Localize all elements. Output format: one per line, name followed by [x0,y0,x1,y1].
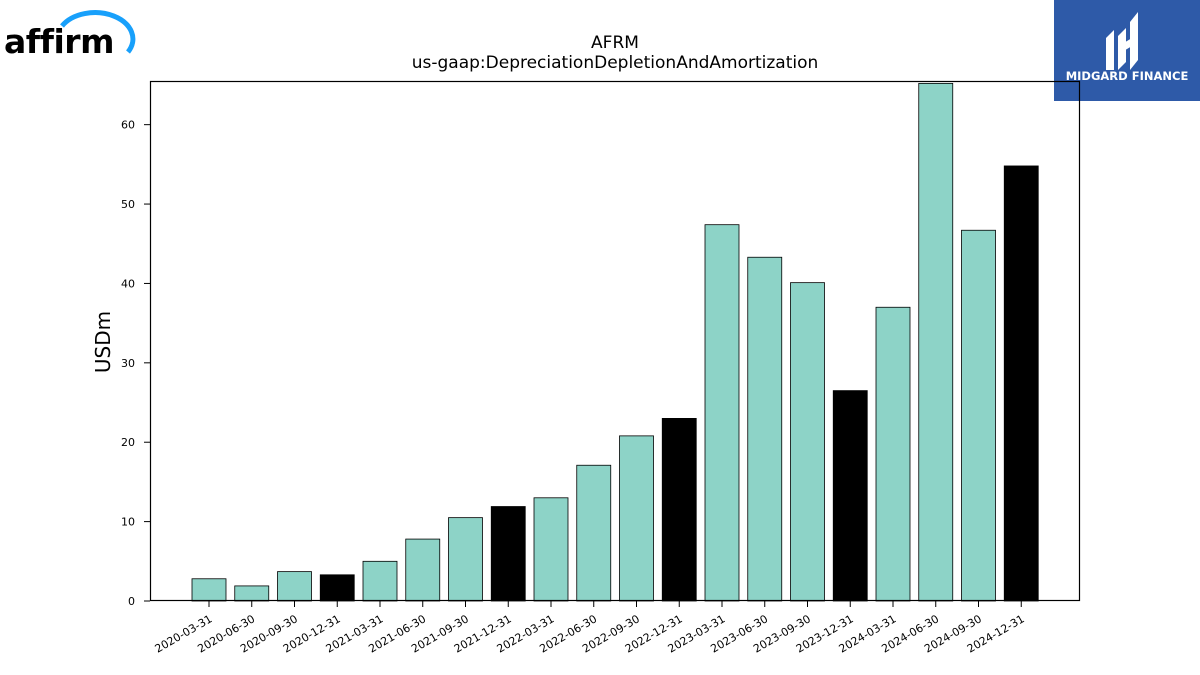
affirm-logo-arc [60,10,136,54]
bar-2024-12-31 [1003,165,1039,602]
chart-subtitle: us-gaap:DepreciationDepletionAndAmortiza… [412,53,819,73]
bar-2020-09-30 [277,571,312,602]
affirm-logo-text: affirm [4,22,114,61]
bar-2023-06-30 [747,256,783,602]
y-tick-label: 30 [121,357,135,370]
midgard-finance-logo: MIDGARD FINANCE [1054,0,1200,101]
bar-2022-09-30 [619,435,654,602]
x-axis: 2020-03-312020-06-302020-09-302020-12-31… [153,601,1027,656]
bar-2023-12-31 [832,390,868,602]
midgard-logo-background [1054,0,1200,101]
bar-2021-06-30 [405,538,441,602]
y-tick-label: 50 [121,198,135,211]
y-tick-label: 20 [121,436,135,449]
bar-2022-12-31 [661,418,697,602]
y-tick-label: 40 [121,277,135,290]
plot-frame [149,80,1081,602]
y-tick-label: 60 [121,119,135,132]
y-axis-label: USDm [91,311,115,373]
y-axis: 0 10 20 30 40 50 60 [121,119,150,608]
bar-2024-09-30 [961,229,996,602]
bar-2021-03-31 [362,560,398,602]
bars-group [191,82,1039,602]
bar-2023-03-31 [704,224,740,602]
y-tick-label: 0 [128,595,135,608]
bar-2022-06-30 [576,464,612,602]
bar-2024-06-30 [918,82,954,602]
midgard-logo-text: MIDGARD FINANCE [1066,69,1189,83]
bar-2020-06-30 [234,585,270,602]
chart-title: AFRM [591,33,639,53]
y-tick-label: 10 [121,516,135,529]
bar-2022-03-31 [533,497,569,602]
bar-2020-03-31 [191,578,227,602]
bar-2021-12-31 [490,506,526,602]
bar-2021-09-30 [448,517,483,602]
bar-2023-09-30 [790,282,825,602]
bar-2020-12-31 [319,574,355,602]
affirm-logo: affirm [4,10,136,61]
midgard-emblem-icon [1106,12,1138,70]
bar-2024-03-31 [875,306,911,602]
